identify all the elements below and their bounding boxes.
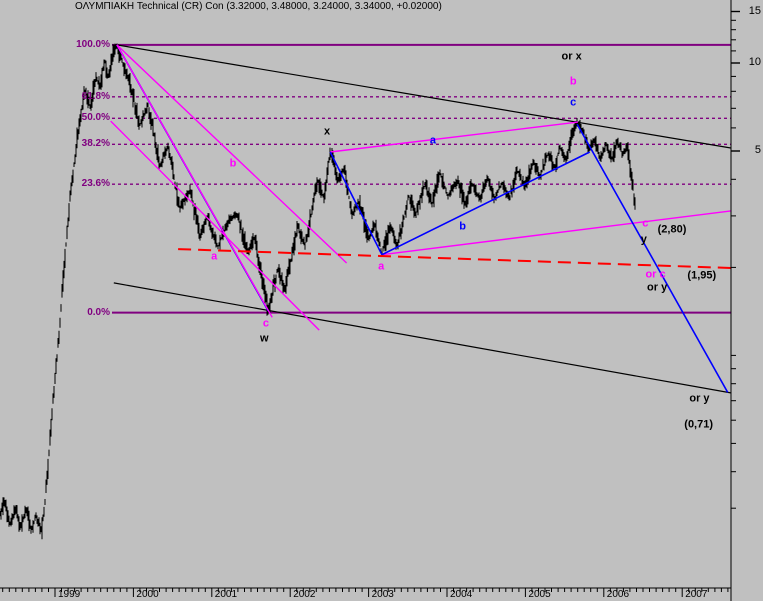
trendline-resistance-from-peak-black xyxy=(116,44,731,149)
trendline-bear-channel-magenta-right xyxy=(116,44,348,264)
trendline-bear-channel-magenta-left xyxy=(110,120,320,331)
trendline-x-to-top-magenta xyxy=(330,121,578,153)
chart-title: ΟΛΥΜΠΙΑΚΗ Technical (CR) Con (3.32000, 3… xyxy=(75,1,442,12)
trendline-a-to-right-magenta xyxy=(381,210,731,256)
trendline-bear-channel-magenta-mid xyxy=(116,44,273,318)
trendline-declining-support-black xyxy=(113,282,731,394)
trendline-top-to-target-blue xyxy=(576,123,729,393)
trendline-a-rising-blue xyxy=(381,151,591,256)
trendline-target-195-red-dashed xyxy=(178,248,731,269)
trendline-x-to-a-blue xyxy=(329,151,383,256)
